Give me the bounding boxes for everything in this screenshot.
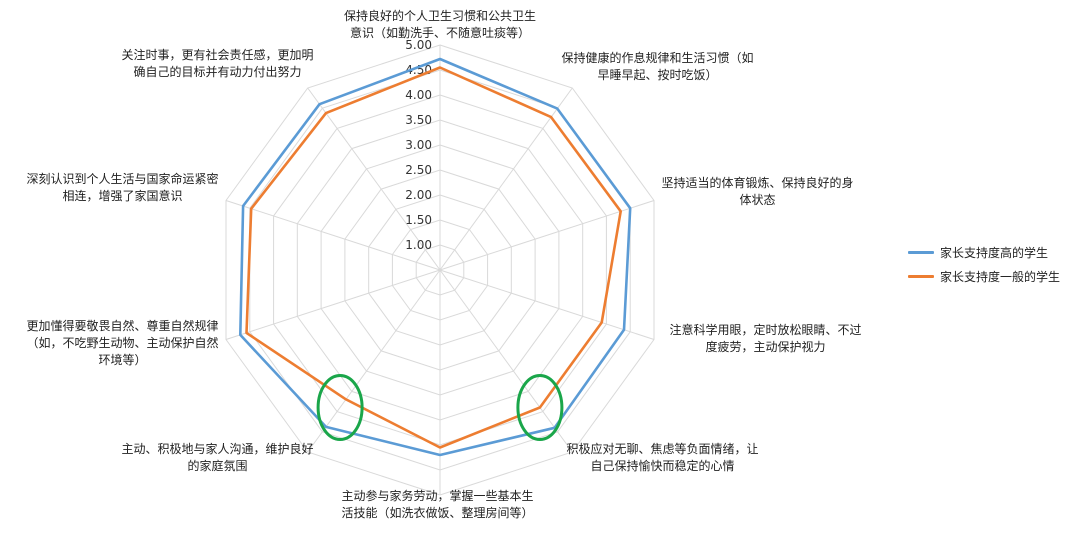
axis-label-0: 保持良好的个人卫生习惯和公共卫生 意识（如勤洗手、不随意吐痰等） <box>300 8 580 42</box>
axis-label-3: 注意科学用眼，定时放松眼睛、不过 度疲劳，主动保护视力 <box>648 322 883 356</box>
highlight-circle-1 <box>316 374 364 441</box>
axis-label-8-line-0: 深刻认识到个人生活与国家命运紧密 <box>26 172 219 186</box>
axis-label-6-line-0: 主动、积极地与家人沟通，维护良好 <box>121 442 314 456</box>
axis-label-5-line-1: 活技能（如洗衣做饭、整理房间等） <box>341 506 534 520</box>
tick-label-3: 2.50 <box>405 163 432 177</box>
axis-label-7-line-1: （如，不吃野生动物、主动保护自然 <box>26 336 219 350</box>
tick-label-8: 5.00 <box>405 38 432 52</box>
axis-label-1-line-0: 保持健康的作息规律和生活习惯（如 <box>561 51 754 65</box>
tick-label-1: 1.50 <box>405 213 432 227</box>
axis-label-2-line-0: 坚持适当的体育锻炼、保持良好的身 <box>661 176 854 190</box>
axis-label-1: 保持健康的作息规律和生活习惯（如 早睡早起、按时吃饭） <box>540 50 775 84</box>
axis-label-5: 主动参与家务劳动，掌握一些基本生 活技能（如洗衣做饭、整理房间等） <box>305 488 570 522</box>
legend-swatch-high <box>908 250 934 254</box>
axis-label-7-line-2: 环境等） <box>98 353 147 367</box>
spoke-9 <box>307 87 441 271</box>
highlight-circle-0 <box>516 374 564 441</box>
axis-label-2-line-1: 体状态 <box>739 193 776 207</box>
axis-label-2: 坚持适当的体育锻炼、保持良好的身 体状态 <box>635 175 880 209</box>
series-line-1 <box>245 66 623 449</box>
axis-label-0-line-1: 意识（如勤洗手、不随意吐痰等） <box>349 26 530 40</box>
axis-label-6-line-1: 的家庭氛围 <box>187 459 248 473</box>
axis-label-3-line-1: 度疲劳，主动保护视力 <box>705 340 826 354</box>
spoke-7 <box>225 269 441 340</box>
axis-label-8: 深刻认识到个人生活与国家命运紧密 相连，增强了家国意识 <box>5 171 240 205</box>
legend-label-normal: 家长支持度一般的学生 <box>940 269 1061 284</box>
axis-label-0-line-0: 保持良好的个人卫生习惯和公共卫生 <box>343 9 536 23</box>
axis-label-8-line-1: 相连，增强了家国意识 <box>62 189 183 203</box>
spoke-1 <box>439 87 573 271</box>
legend-swatch-normal <box>908 274 934 278</box>
legend-label-high: 家长支持度高的学生 <box>940 245 1049 260</box>
axis-label-1-line-1: 早睡早起、按时吃饭） <box>597 68 718 82</box>
tick-label-6: 4.00 <box>405 88 432 102</box>
spoke-8 <box>225 200 441 271</box>
axis-label-9: 关注时事，更有社会责任感，更加明 确自己的目标并有动力付出努力 <box>95 47 340 81</box>
spoke-6 <box>307 269 441 453</box>
series-line-0 <box>239 57 632 457</box>
tick-label-2: 2.00 <box>405 188 432 202</box>
axis-label-3-line-0: 注意科学用眼，定时放松眼睛、不过 <box>669 323 862 337</box>
spoke-3 <box>439 269 655 340</box>
tick-label-4: 3.00 <box>405 138 432 152</box>
axis-label-6: 主动、积极地与家人沟通，维护良好 的家庭氛围 <box>100 441 335 475</box>
axis-label-5-line-0: 主动参与家务劳动，掌握一些基本生 <box>341 489 534 503</box>
spoke-4 <box>439 269 573 453</box>
axis-label-4-line-1: 自己保持愉快而稳定的心情 <box>590 459 735 473</box>
axis-label-4-line-0: 积极应对无聊、焦虑等负面情绪，让 <box>566 442 759 456</box>
axis-label-7: 更加懂得要敬畏自然、尊重自然规律 （如，不吃野生动物、主动保护自然 环境等） <box>5 318 240 369</box>
axis-label-7-line-0: 更加懂得要敬畏自然、尊重自然规律 <box>26 319 219 333</box>
axis-label-9-line-0: 关注时事，更有社会责任感，更加明 <box>121 48 314 62</box>
axis-label-9-line-1: 确自己的目标并有动力付出努力 <box>133 65 302 79</box>
tick-label-0: 1.00 <box>405 238 432 252</box>
axis-label-4: 积极应对无聊、焦虑等负面情绪，让 自己保持愉快而稳定的心情 <box>545 441 780 475</box>
tick-label-5: 3.50 <box>405 113 432 127</box>
legend: 家长支持度高的学生 家长支持度一般的学生 <box>908 240 1060 288</box>
legend-item-high: 家长支持度高的学生 <box>908 240 1060 264</box>
legend-item-normal: 家长支持度一般的学生 <box>908 264 1060 288</box>
spoke-2 <box>439 200 655 271</box>
